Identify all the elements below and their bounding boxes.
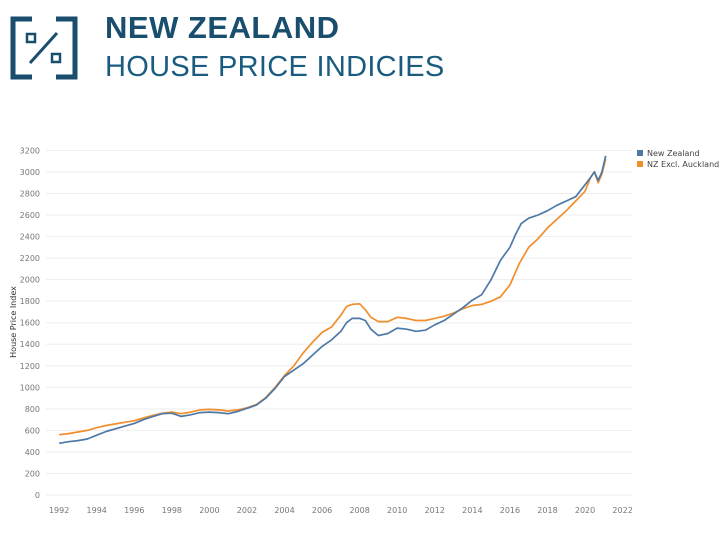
- legend-label: NZ Excl. Auckland: [647, 160, 719, 169]
- y-tick-label: 2800: [20, 189, 40, 198]
- y-tick-label: 1200: [20, 362, 40, 371]
- y-tick-label: 1800: [20, 297, 40, 306]
- x-tick-label: 2020: [575, 506, 595, 515]
- y-tick-label: 0: [35, 491, 40, 500]
- y-tick-label: 3000: [20, 168, 40, 177]
- x-tick-label: 2012: [425, 506, 445, 515]
- x-tick-label: 1998: [162, 506, 182, 515]
- x-tick-label: 1994: [87, 506, 107, 515]
- y-tick-label: 800: [25, 405, 40, 414]
- x-tick-label: 2016: [500, 506, 520, 515]
- x-tick-label: 2022: [612, 506, 632, 515]
- x-tick-label: 2010: [387, 506, 407, 515]
- page-subtitle: HOUSE PRICE INDICIES: [105, 51, 445, 83]
- x-tick-label: 2000: [199, 506, 219, 515]
- y-tick-label: 2000: [20, 276, 40, 285]
- x-tick-label: 1992: [49, 506, 69, 515]
- percent-logo-icon: [10, 16, 78, 80]
- x-tick-label: 2014: [462, 506, 482, 515]
- series-line-nz-excl-auckland: [59, 158, 607, 436]
- x-tick-label: 2008: [349, 506, 369, 515]
- y-tick-label: 2200: [20, 254, 40, 263]
- legend-swatch: [637, 150, 643, 156]
- y-tick-label: 1000: [20, 383, 40, 392]
- y-tick-label: 3200: [20, 146, 40, 155]
- y-tick-label: 2400: [20, 233, 40, 242]
- y-tick-label: 2600: [20, 211, 40, 220]
- x-tick-label: 2018: [537, 506, 557, 515]
- y-tick-label: 200: [25, 469, 40, 478]
- page-title: NEW ZEALAND: [105, 10, 340, 45]
- x-tick-label: 2006: [312, 506, 332, 515]
- legend-label: New Zealand: [647, 149, 700, 158]
- y-tick-label: 1400: [20, 340, 40, 349]
- y-tick-label: 600: [25, 426, 40, 435]
- legend-swatch: [637, 161, 643, 167]
- x-tick-label: 1996: [124, 506, 144, 515]
- y-tick-label: 400: [25, 448, 40, 457]
- y-tick-label: 1600: [20, 319, 40, 328]
- x-tick-label: 2004: [274, 506, 294, 515]
- y-axis-title: House Price Index: [9, 286, 18, 358]
- x-tick-label: 2002: [237, 506, 257, 515]
- series-line-new-zealand: [58, 155, 607, 445]
